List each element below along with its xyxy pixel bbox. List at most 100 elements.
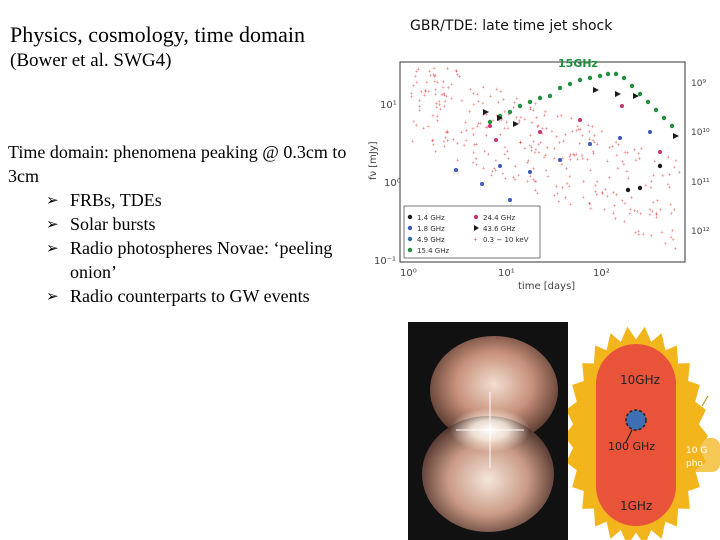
plot-marker: + <box>483 150 487 156</box>
plot-marker: + <box>472 92 476 98</box>
plot-marker: + <box>444 136 448 142</box>
core-circle <box>625 409 647 431</box>
plot-marker: + <box>506 149 510 155</box>
side-label: 10 G <box>686 446 707 456</box>
legend-box <box>403 205 541 259</box>
plot-marker: + <box>447 86 451 92</box>
plot-marker: + <box>575 129 579 135</box>
plot-marker: + <box>553 194 557 200</box>
bullet-item: Solar bursts <box>8 212 353 236</box>
plot-marker: + <box>434 93 438 99</box>
legend-marker <box>407 236 413 242</box>
plot-marker: + <box>541 127 545 133</box>
right-tick-label: 10¹² <box>691 227 710 237</box>
plot-marker: + <box>432 143 436 149</box>
plot-marker: + <box>507 157 511 163</box>
plot-marker: + <box>420 90 424 96</box>
plot-marker <box>669 123 675 129</box>
plot-marker: + <box>443 145 447 151</box>
inner-photosphere <box>596 344 676 526</box>
plot-marker: + <box>634 231 638 237</box>
plot-marker: + <box>582 196 586 202</box>
plot-marker: + <box>556 115 560 121</box>
lightcurve-heading: GBR/TDE: late time jet shock <box>410 18 613 34</box>
plot-marker: + <box>487 153 491 159</box>
slide-body: Time domain: phenomena peaking @ 0.3cm t… <box>8 140 353 308</box>
plot-marker <box>657 163 663 169</box>
plot-marker: + <box>452 138 456 144</box>
plot-marker: + <box>436 115 440 121</box>
plot-marker: + <box>537 142 541 148</box>
plot-marker: + <box>446 131 450 137</box>
plot-marker: + <box>491 169 495 175</box>
plot-marker: + <box>553 147 557 153</box>
plot-marker: + <box>544 154 548 160</box>
plot-marker: + <box>422 127 426 133</box>
plot-marker: + <box>603 208 607 214</box>
plot-marker: + <box>572 153 576 159</box>
onion-diagram: 10GHz 100 GHz 1GHz 10 G pho <box>568 326 720 540</box>
plot-marker <box>620 104 624 108</box>
plot-marker: + <box>427 90 431 96</box>
plot-marker: + <box>621 199 625 205</box>
plot-marker: + <box>577 128 581 134</box>
plot-marker: + <box>476 93 480 99</box>
plot-marker: + <box>659 208 663 214</box>
x-tick-label: 10⁰ <box>400 268 417 279</box>
plot-marker: + <box>601 191 605 197</box>
plot-marker: + <box>568 175 572 181</box>
plot-marker: + <box>424 88 428 94</box>
plot-marker: + <box>529 106 533 112</box>
plot-marker: + <box>440 93 444 99</box>
plot-marker: + <box>499 133 503 139</box>
plot-marker: + <box>650 180 654 186</box>
plot-marker: + <box>513 101 517 107</box>
plot-marker: + <box>661 174 665 180</box>
plot-marker <box>488 124 492 128</box>
plot-marker: + <box>573 154 577 160</box>
plot-marker: + <box>612 191 616 197</box>
plot-marker: + <box>482 85 486 91</box>
plot-marker <box>494 138 498 142</box>
plot-marker: + <box>589 169 593 175</box>
plot-marker: + <box>543 113 547 119</box>
plot-marker: + <box>536 192 540 198</box>
plot-marker: + <box>458 75 462 81</box>
plot-marker: + <box>565 182 569 188</box>
plot-marker: + <box>534 180 538 186</box>
plot-marker: + <box>493 166 497 172</box>
plot-marker: + <box>660 230 664 236</box>
plot-marker: + <box>592 152 596 158</box>
plot-marker: + <box>485 113 489 119</box>
plot-marker: + <box>433 75 437 81</box>
plot-marker <box>567 81 573 87</box>
plot-marker: + <box>519 105 523 111</box>
plot-marker: + <box>595 193 599 199</box>
plot-marker: + <box>560 114 564 120</box>
plot-marker <box>498 164 502 168</box>
plot-marker: + <box>634 158 638 164</box>
plot-marker: + <box>678 170 682 176</box>
plot-marker: + <box>640 147 644 153</box>
plot-marker: + <box>532 109 536 115</box>
title-line-1: Physics, cosmology, time domain <box>10 22 305 47</box>
plot-marker: + <box>669 203 673 209</box>
y-tick-label: 10⁻¹ <box>374 256 396 267</box>
plot-marker <box>605 71 611 77</box>
plot-marker <box>597 73 603 79</box>
plot-marker: + <box>564 196 568 202</box>
plot-marker: + <box>426 124 430 130</box>
plot-marker: + <box>594 190 598 196</box>
plot-marker: + <box>432 66 436 72</box>
plot-marker: + <box>514 164 518 170</box>
plot-marker: + <box>668 173 672 179</box>
plot-marker: + <box>526 179 530 185</box>
plot-marker: + <box>411 140 415 146</box>
plot-marker: + <box>494 168 498 174</box>
plot-marker: + <box>673 208 677 214</box>
legend-items: 1.4 GHz 24.4 GHz 1.8 GHz 43.6 GHz 4.9 GHz +0.… <box>407 214 529 255</box>
plot-marker: + <box>545 127 549 133</box>
plot-marker <box>577 77 583 83</box>
plot-marker: + <box>664 242 668 248</box>
plot-marker: + <box>591 139 595 145</box>
